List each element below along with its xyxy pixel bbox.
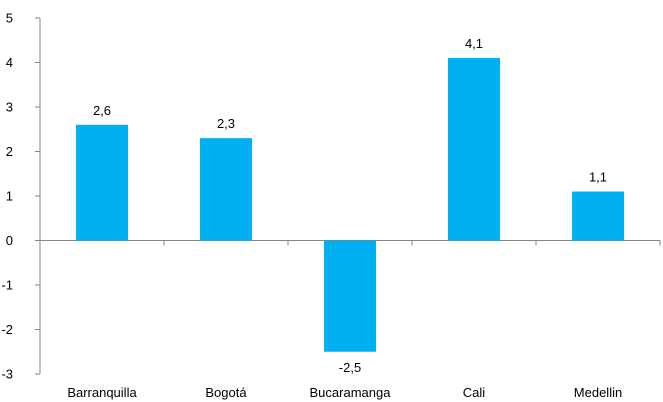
x-category-label: Medellin [574, 385, 622, 400]
y-tick-label: 5 [6, 11, 13, 26]
bar [324, 240, 376, 352]
bar [200, 138, 252, 241]
x-category-label: Bogotá [205, 385, 247, 400]
data-label: 2,6 [93, 103, 111, 118]
y-tick-label: 1 [6, 189, 13, 204]
y-tick-label: 2 [6, 144, 13, 159]
bar [448, 58, 500, 241]
bar [572, 191, 624, 241]
bars [76, 58, 624, 352]
y-tick-label: -1 [1, 278, 13, 293]
bar [76, 124, 128, 241]
y-tick-label: -2 [1, 322, 13, 337]
y-tick-label: 3 [6, 100, 13, 115]
labels: 5 4 3 2 1 0 -1 -2 -3 2,6 Barranquilla 2,3 Bogotá -2,5… [1, 11, 622, 401]
data-label: 1,1 [589, 170, 607, 185]
y-tick-label: 0 [6, 233, 13, 248]
y-tick-label: 4 [6, 55, 13, 70]
x-category-label: Cali [463, 385, 486, 400]
data-label: 2,3 [217, 116, 235, 131]
data-label: 4,1 [465, 36, 483, 51]
data-label: -2,5 [339, 360, 361, 375]
x-category-label: Barranquilla [67, 385, 137, 400]
y-tick-label: -3 [1, 367, 13, 382]
x-category-label: Bucaramanga [310, 385, 392, 400]
